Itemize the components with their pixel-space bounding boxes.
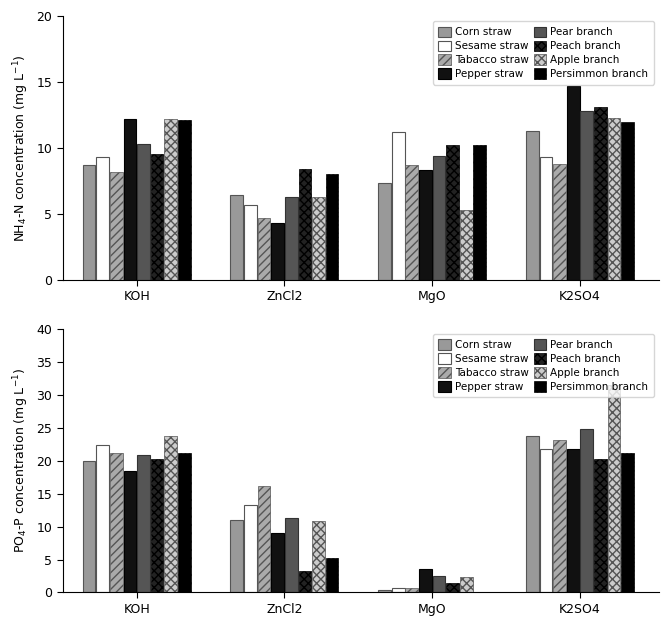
- Bar: [539, 449, 552, 593]
- Bar: [151, 459, 163, 593]
- Bar: [379, 184, 391, 280]
- Bar: [594, 107, 607, 280]
- Bar: [82, 461, 95, 593]
- Bar: [312, 520, 325, 593]
- Bar: [299, 571, 312, 593]
- Bar: [123, 472, 136, 593]
- Bar: [96, 445, 109, 593]
- Bar: [110, 453, 123, 593]
- Bar: [137, 144, 150, 280]
- Bar: [433, 576, 446, 593]
- Bar: [392, 132, 405, 280]
- Bar: [96, 157, 109, 280]
- Bar: [526, 131, 539, 280]
- Bar: [271, 533, 284, 593]
- Bar: [244, 505, 257, 593]
- Bar: [594, 460, 607, 593]
- Bar: [258, 486, 271, 593]
- Bar: [580, 111, 593, 280]
- Bar: [580, 429, 593, 593]
- Bar: [230, 520, 243, 593]
- Bar: [446, 582, 459, 593]
- Bar: [567, 449, 580, 593]
- Bar: [446, 145, 459, 280]
- Bar: [178, 453, 191, 593]
- Bar: [326, 557, 338, 593]
- Bar: [379, 591, 391, 593]
- Bar: [178, 120, 191, 280]
- Y-axis label: PO$_4$-P concentration (mg L$^{-1}$): PO$_4$-P concentration (mg L$^{-1}$): [11, 368, 31, 553]
- Y-axis label: NH$_4$-N concentration (mg L$^{-1}$): NH$_4$-N concentration (mg L$^{-1}$): [11, 54, 31, 242]
- Bar: [460, 210, 472, 280]
- Bar: [526, 436, 539, 593]
- Bar: [123, 119, 136, 280]
- Bar: [460, 577, 472, 593]
- Bar: [405, 588, 418, 593]
- Bar: [474, 145, 486, 280]
- Bar: [567, 86, 580, 280]
- Bar: [405, 165, 418, 280]
- Bar: [553, 440, 566, 593]
- Bar: [164, 119, 177, 280]
- Bar: [312, 197, 325, 280]
- Bar: [419, 569, 431, 593]
- Bar: [621, 453, 634, 593]
- Bar: [299, 169, 312, 280]
- Bar: [271, 223, 284, 280]
- Bar: [82, 165, 95, 280]
- Bar: [608, 118, 620, 280]
- Bar: [419, 171, 431, 280]
- Bar: [244, 204, 257, 280]
- Legend: Corn straw, Sesame straw, Tabacco straw, Pepper straw, Pear branch, Peach branch: Corn straw, Sesame straw, Tabacco straw,…: [433, 21, 654, 85]
- Bar: [285, 197, 297, 280]
- Bar: [553, 164, 566, 280]
- Bar: [110, 172, 123, 280]
- Bar: [151, 154, 163, 280]
- Bar: [137, 455, 150, 593]
- Bar: [285, 518, 297, 593]
- Bar: [164, 436, 177, 593]
- Bar: [433, 155, 446, 280]
- Bar: [539, 157, 552, 280]
- Bar: [608, 385, 620, 593]
- Bar: [230, 196, 243, 280]
- Bar: [392, 588, 405, 593]
- Bar: [258, 218, 271, 280]
- Legend: Corn straw, Sesame straw, Tabacco straw, Pepper straw, Pear branch, Peach branch: Corn straw, Sesame straw, Tabacco straw,…: [433, 334, 654, 398]
- Bar: [326, 174, 338, 280]
- Bar: [621, 122, 634, 280]
